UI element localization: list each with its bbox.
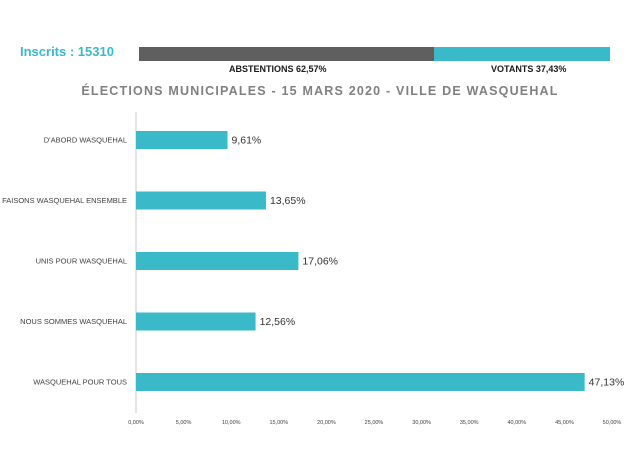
category-label: FAISONS WASQUEHAL ENSEMBLE bbox=[2, 196, 127, 205]
x-tick-label: 50,00% bbox=[603, 420, 622, 426]
data-label: 12,56% bbox=[260, 316, 296, 328]
x-tick-label: 45,00% bbox=[555, 420, 574, 426]
data-label: 9,61% bbox=[231, 135, 261, 147]
x-tick-label: 10,00% bbox=[222, 420, 241, 426]
bar bbox=[136, 312, 256, 331]
votants-label: VOTANTS 37,43% bbox=[491, 64, 567, 74]
category-label: UNIS POUR WASQUEHAL bbox=[36, 257, 127, 266]
x-tick-label: 30,00% bbox=[412, 420, 431, 426]
bar bbox=[136, 131, 228, 149]
chart-title: ÉLECTIONS MUNICIPALES - 15 MARS 2020 - V… bbox=[81, 84, 559, 98]
bar bbox=[136, 252, 299, 270]
category-label: NOUS SOMMES WASQUEHAL bbox=[20, 317, 127, 326]
data-label: 17,06% bbox=[302, 256, 338, 268]
inscrits-count: Inscrits : 15310 bbox=[20, 44, 114, 59]
x-tick-label: 0,00% bbox=[128, 420, 144, 426]
abstentions-label: ABSTENTIONS 62,57% bbox=[229, 64, 327, 74]
data-label: 13,65% bbox=[270, 195, 306, 207]
data-label: 47,13% bbox=[589, 377, 625, 389]
bar bbox=[136, 373, 585, 391]
x-tick-label: 5,00% bbox=[176, 420, 192, 426]
votants-segment bbox=[433, 47, 610, 61]
abstentions-segment bbox=[139, 47, 434, 61]
category-label: WASQUEHAL POUR TOUS bbox=[33, 378, 127, 387]
bar bbox=[136, 191, 266, 210]
x-tick-label: 15,00% bbox=[269, 420, 288, 426]
x-tick-label: 35,00% bbox=[460, 420, 479, 426]
x-tick-label: 25,00% bbox=[365, 420, 384, 426]
x-tick-label: 40,00% bbox=[507, 420, 526, 426]
category-label: D'ABORD WASQUEHAL bbox=[44, 136, 127, 145]
x-tick-label: 20,00% bbox=[317, 420, 336, 426]
participation-bar bbox=[139, 47, 610, 61]
